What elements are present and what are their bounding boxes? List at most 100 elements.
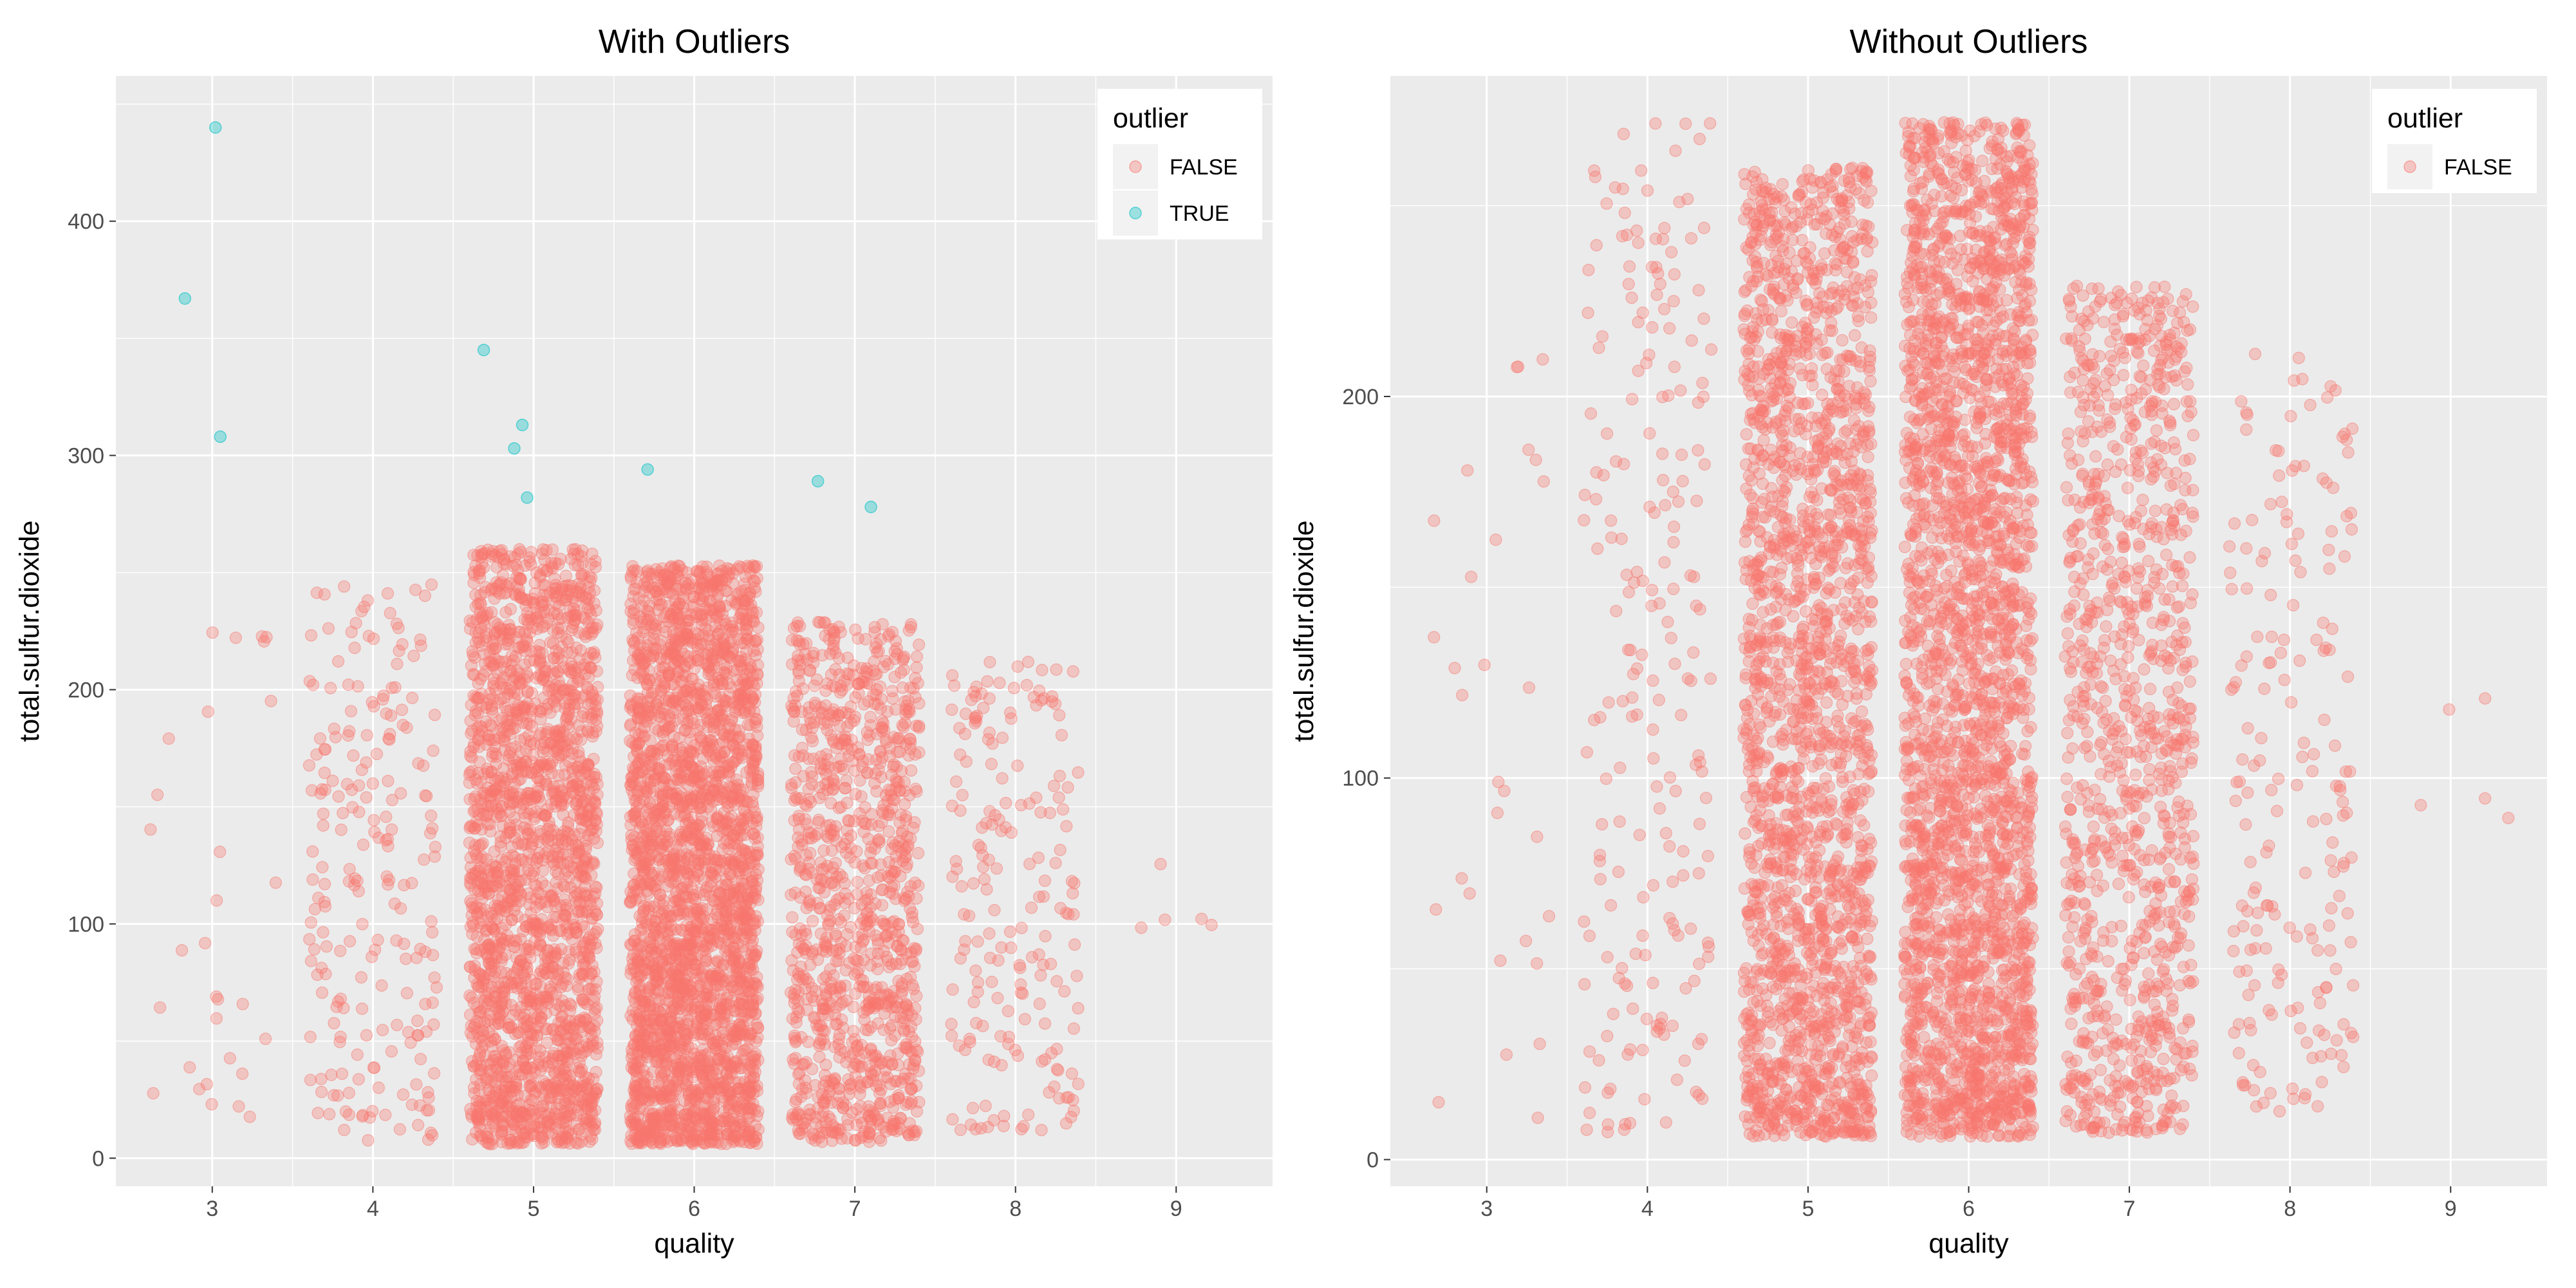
y-axis-title: total.sulfur.dioxide	[14, 520, 45, 742]
data-point	[489, 583, 501, 595]
data-point	[355, 1002, 369, 1015]
data-point	[360, 1029, 373, 1042]
data-point	[551, 665, 564, 678]
data-point	[562, 957, 575, 970]
data-point	[391, 657, 404, 671]
data-point	[568, 886, 582, 899]
data-point	[385, 1045, 398, 1058]
data-point	[318, 588, 331, 601]
data-point	[709, 908, 723, 920]
data-point	[627, 606, 640, 620]
data-point	[381, 878, 395, 891]
data-point	[551, 652, 565, 665]
data-point	[734, 678, 747, 692]
data-point	[490, 940, 503, 953]
data-point	[674, 833, 687, 846]
data-point	[210, 1012, 223, 1025]
data-point	[530, 608, 543, 621]
data-point	[590, 622, 602, 635]
data-point	[528, 587, 541, 600]
data-point	[382, 732, 395, 745]
data-point	[330, 1000, 343, 1013]
data-point	[696, 560, 709, 573]
data-point	[573, 783, 586, 797]
points-layer	[144, 121, 1218, 1151]
data-point	[468, 668, 481, 682]
x-tick-label: 9	[1170, 1197, 1182, 1221]
data-point	[465, 1133, 479, 1146]
data-point	[467, 576, 480, 590]
data-point	[394, 787, 407, 800]
data-point	[572, 548, 584, 561]
data-point	[495, 986, 509, 999]
data-point	[731, 663, 743, 676]
data-point	[425, 822, 439, 835]
data-point	[269, 876, 282, 889]
data-point	[427, 744, 440, 757]
data-point	[590, 942, 603, 955]
data-point	[480, 947, 493, 960]
data-point	[383, 733, 396, 746]
data-point	[147, 1087, 160, 1100]
data-point	[317, 926, 330, 938]
data-point	[319, 783, 331, 796]
data-point	[537, 691, 550, 704]
data-point	[647, 819, 660, 833]
data-point	[559, 971, 572, 984]
data-point	[488, 924, 501, 937]
data-point	[631, 631, 644, 644]
data-point	[693, 592, 706, 605]
data-point	[746, 870, 759, 884]
data-point	[564, 1004, 577, 1017]
data-point	[260, 631, 273, 644]
data-point	[385, 823, 398, 836]
data-point	[683, 859, 696, 873]
data-point	[505, 866, 518, 879]
data-point	[490, 1105, 503, 1118]
data-point	[651, 762, 664, 775]
data-point	[331, 655, 345, 668]
y-tick-label: 200	[68, 678, 104, 702]
data-point	[541, 831, 554, 844]
data-point	[507, 1118, 520, 1131]
data-point	[425, 809, 438, 822]
data-point	[562, 816, 575, 829]
data-point	[429, 841, 442, 854]
data-point	[644, 841, 657, 854]
data-point	[394, 902, 407, 915]
data-point	[583, 982, 596, 996]
data-point	[362, 1134, 375, 1147]
x-tick-label: 3	[206, 1197, 218, 1221]
data-point	[724, 1065, 737, 1079]
data-point	[396, 638, 409, 651]
data-point	[308, 943, 321, 956]
data-point	[306, 678, 319, 691]
data-point	[345, 783, 359, 796]
data-point	[368, 1061, 381, 1074]
data-point	[366, 777, 379, 790]
data-point	[513, 543, 526, 556]
x-tick-label: 5	[527, 1197, 539, 1221]
data-point	[534, 713, 547, 726]
x-tick-label: 6	[688, 1197, 700, 1221]
data-point	[478, 1038, 491, 1051]
data-point	[344, 705, 358, 718]
data-point	[498, 735, 511, 748]
data-point	[428, 850, 442, 863]
data-point	[492, 876, 506, 889]
data-point	[523, 555, 536, 568]
data-point	[645, 1113, 658, 1126]
data-point	[680, 566, 693, 579]
data-point	[382, 774, 395, 787]
data-point	[399, 952, 413, 966]
data-point	[410, 1078, 423, 1091]
data-point	[395, 704, 409, 716]
data-point	[469, 773, 482, 786]
data-point	[511, 961, 525, 975]
data-point	[501, 714, 514, 727]
data-point	[559, 714, 572, 727]
data-point	[587, 648, 600, 660]
data-point	[411, 1119, 425, 1132]
data-point	[502, 724, 515, 737]
